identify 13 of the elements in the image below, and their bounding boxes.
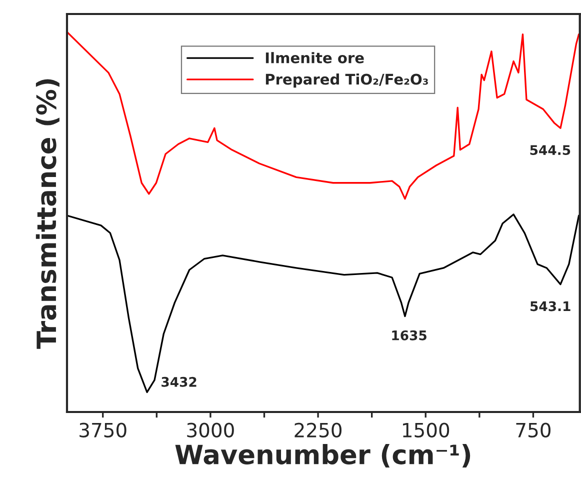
annotation: 544.5 <box>530 145 570 156</box>
x-axis-title: Wavenumber (cm⁻¹) <box>175 444 470 468</box>
legend-label: Prepared TiO₂/Fe₂O₃ <box>266 73 428 88</box>
annotation: 1635 <box>392 330 426 340</box>
annotation: 3432 <box>162 376 196 387</box>
x-tick-label: 1500 <box>403 422 450 438</box>
legend-label: Ilmenite ore <box>266 52 364 64</box>
x-tick-label: 2250 <box>294 422 342 438</box>
x-tick-label: 3750 <box>80 422 126 438</box>
x-tick-label: 3000 <box>187 422 234 438</box>
x-tick-label: 750 <box>516 422 550 438</box>
y-axis-title: Transmittance (%) <box>36 79 60 349</box>
annotation: 543.1 <box>530 301 570 312</box>
